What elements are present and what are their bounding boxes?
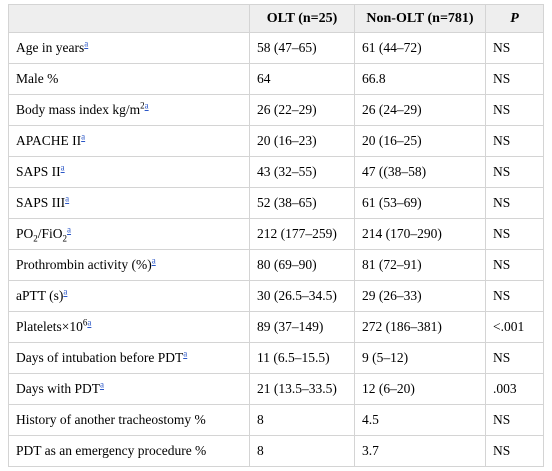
row-label: Body mass index kg/m2a bbox=[8, 94, 250, 126]
row-label: PO2/FiO2a bbox=[8, 218, 250, 250]
cell-non-olt: 20 (16–25) bbox=[354, 125, 486, 157]
header-cell-olt: OLT (n=25) bbox=[249, 4, 355, 33]
row-label: SAPS IIa bbox=[8, 156, 250, 188]
row-label: Age in yearsa bbox=[8, 32, 250, 64]
cell-olt: 8 bbox=[249, 404, 355, 436]
cell-olt: 64 bbox=[249, 63, 355, 95]
cell-non-olt: 47 ((38–58) bbox=[354, 156, 486, 188]
table-row: Platelets×106a 89 (37–149) 272 (186–381)… bbox=[8, 311, 544, 343]
cell-non-olt: 272 (186–381) bbox=[354, 311, 486, 343]
cell-p: NS bbox=[485, 125, 544, 157]
table-row: SAPS IIIa 52 (38–65) 61 (53–69) NS bbox=[8, 187, 544, 219]
row-label: History of another tracheostomy % bbox=[8, 404, 250, 436]
table-row: History of another tracheostomy % 8 4.5 … bbox=[8, 404, 544, 436]
cell-p: NS bbox=[485, 249, 544, 281]
row-label: Days with PDTa bbox=[8, 373, 250, 405]
cell-p: <.001 bbox=[485, 311, 544, 343]
cell-p: NS bbox=[485, 94, 544, 126]
cell-non-olt: 29 (26–33) bbox=[354, 280, 486, 312]
cell-p: .003 bbox=[485, 373, 544, 405]
footnote-link[interactable]: a bbox=[151, 255, 156, 266]
table-row: Body mass index kg/m2a 26 (22–29) 26 (24… bbox=[8, 94, 544, 126]
table-row: aPTT (s)a 30 (26.5–34.5) 29 (26–33) NS bbox=[8, 280, 544, 312]
cell-olt: 89 (37–149) bbox=[249, 311, 355, 343]
cell-olt: 43 (32–55) bbox=[249, 156, 355, 188]
cell-p: NS bbox=[485, 63, 544, 95]
row-label: SAPS IIIa bbox=[8, 187, 250, 219]
cell-olt: 20 (16–23) bbox=[249, 125, 355, 157]
cell-p: NS bbox=[485, 342, 544, 374]
footnote-link[interactable]: a bbox=[183, 348, 188, 359]
table-row: PO2/FiO2a 212 (177–259) 214 (170–290) NS bbox=[8, 218, 544, 250]
cell-p: NS bbox=[485, 32, 544, 64]
footnote-link[interactable]: a bbox=[60, 162, 65, 173]
cell-non-olt: 61 (53–69) bbox=[354, 187, 486, 219]
cell-p: NS bbox=[485, 156, 544, 188]
cell-non-olt: 81 (72–91) bbox=[354, 249, 486, 281]
cell-olt: 26 (22–29) bbox=[249, 94, 355, 126]
cell-olt: 58 (47–65) bbox=[249, 32, 355, 64]
header-cell-p: P bbox=[485, 4, 544, 33]
cell-non-olt: 4.5 bbox=[354, 404, 486, 436]
table-row: SAPS IIa 43 (32–55) 47 ((38–58) NS bbox=[8, 156, 544, 188]
cell-non-olt: 66.8 bbox=[354, 63, 486, 95]
cell-olt: 30 (26.5–34.5) bbox=[249, 280, 355, 312]
cell-non-olt: 12 (6–20) bbox=[354, 373, 486, 405]
row-label: Platelets×106a bbox=[8, 311, 250, 343]
row-label: APACHE IIa bbox=[8, 125, 250, 157]
table-row: Prothrombin activity (%)a 80 (69–90) 81 … bbox=[8, 249, 544, 281]
row-label: aPTT (s)a bbox=[8, 280, 250, 312]
row-label: Prothrombin activity (%)a bbox=[8, 249, 250, 281]
row-label: Days of intubation before PDTa bbox=[8, 342, 250, 374]
cell-p: NS bbox=[485, 218, 544, 250]
cell-olt: 212 (177–259) bbox=[249, 218, 355, 250]
cell-olt: 52 (38–65) bbox=[249, 187, 355, 219]
footnote-link[interactable]: a bbox=[144, 100, 149, 111]
table-row: APACHE IIa 20 (16–23) 20 (16–25) NS bbox=[8, 125, 544, 157]
cell-olt: 80 (69–90) bbox=[249, 249, 355, 281]
table-row: Days with PDTa 21 (13.5–33.5) 12 (6–20) … bbox=[8, 373, 544, 405]
table-row: Days of intubation before PDTa 11 (6.5–1… bbox=[8, 342, 544, 374]
cell-p: NS bbox=[485, 280, 544, 312]
footnote-link[interactable]: a bbox=[87, 317, 92, 328]
cell-p: NS bbox=[485, 435, 544, 467]
footnote-link[interactable]: a bbox=[81, 131, 86, 142]
cell-olt: 11 (6.5–15.5) bbox=[249, 342, 355, 374]
cell-olt: 21 (13.5–33.5) bbox=[249, 373, 355, 405]
footnote-link[interactable]: a bbox=[67, 224, 72, 235]
footnote-link[interactable]: a bbox=[65, 193, 70, 204]
cell-p: NS bbox=[485, 187, 544, 219]
footnote-link[interactable]: a bbox=[100, 379, 104, 390]
header-cell-non-olt: Non-OLT (n=781) bbox=[354, 4, 486, 33]
data-table: OLT (n=25) Non-OLT (n=781) P Age in year… bbox=[8, 4, 544, 467]
row-label: PDT as an emergency procedure % bbox=[8, 435, 250, 467]
table-row: Male % 64 66.8 NS bbox=[8, 63, 544, 95]
cell-non-olt: 214 (170–290) bbox=[354, 218, 486, 250]
cell-non-olt: 3.7 bbox=[354, 435, 486, 467]
row-label: Male % bbox=[8, 63, 250, 95]
footnote-link[interactable]: a bbox=[84, 38, 89, 49]
header-cell-label bbox=[8, 4, 250, 33]
table-row: PDT as an emergency procedure % 8 3.7 NS bbox=[8, 435, 544, 467]
cell-olt: 8 bbox=[249, 435, 355, 467]
footnote-link[interactable]: a bbox=[63, 286, 68, 297]
cell-p: NS bbox=[485, 404, 544, 436]
cell-non-olt: 61 (44–72) bbox=[354, 32, 486, 64]
cell-non-olt: 9 (5–12) bbox=[354, 342, 486, 374]
table-row: Age in yearsa 58 (47–65) 61 (44–72) NS bbox=[8, 32, 544, 64]
header-row: OLT (n=25) Non-OLT (n=781) P bbox=[8, 4, 544, 33]
cell-non-olt: 26 (24–29) bbox=[354, 94, 486, 126]
